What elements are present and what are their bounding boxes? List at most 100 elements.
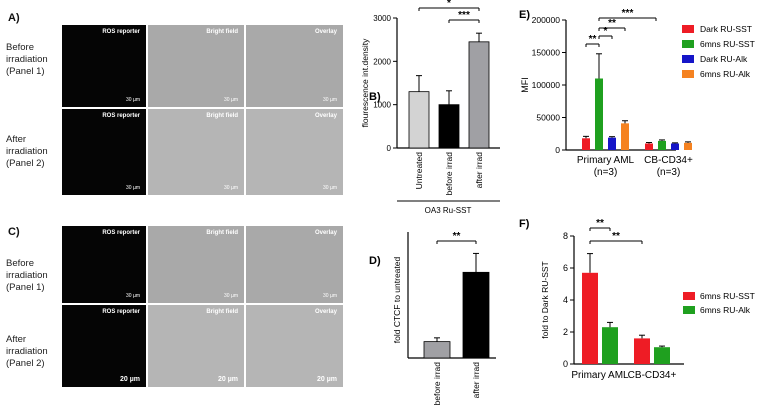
panel-c-overlay-after-image: Overlay 20 µm [246,305,343,387]
scale-bar-label: 20 µm [218,376,238,383]
image-caption: Overlay [314,309,337,315]
scale-bar-label: 30 µm [323,185,337,191]
scale-bar-label: 30 µm [224,97,238,103]
chart-e-y-tick-label: 100000 [532,80,561,90]
panel-a-row1-label: Before irradiation (Panel 1) [6,42,48,77]
chart-f-y-tick-label: 6 [563,263,568,273]
scale-bar-label: 30 µm [323,293,337,299]
chart-e-bar [621,123,629,150]
chart-d-x-tick-label: after irrad [471,362,481,399]
panel-c-brightfield-before-image: Bright field 30 µm [148,226,244,303]
panel-a-overlay-after-image: Overlay 30 µm [246,109,343,195]
chart-d-significance-label: ** [453,231,461,242]
chart-e-y-axis-title: MFI [520,77,530,93]
panel-e-label: E) [519,9,530,21]
chart-f-group-label: Primary AML [571,370,629,381]
chart-e-bar [684,142,692,150]
panel-c-row2-label: After irradiation (Panel 2) [6,334,48,369]
chart-b-y-tick-label: 0 [387,144,392,153]
chart-b-bar [438,104,460,149]
chart-e-significance-label: ** [589,34,597,45]
chart-e-legend-label: Dark RU-SST [700,24,752,34]
scale-bar-label: 30 µm [323,97,337,103]
chart-f-legend-swatch [683,292,695,300]
chart-d-bar [462,271,490,359]
chart-f-bar [654,347,670,364]
chart-b-y-tick-label: 3000 [373,14,391,23]
chart-e-group-label: CB-CD34+ [644,155,693,166]
chart-f-y-tick-label: 8 [563,231,568,241]
scale-bar-label: 30 µm [224,293,238,299]
chart-e-legend-swatch [682,25,694,33]
chart-f-significance-label: ** [596,218,604,229]
chart-b-y-tick-label: 2000 [373,57,391,66]
chart-e-y-tick-label: 50000 [536,113,560,123]
scale-bar-label: 20 µm [317,376,337,383]
chart-e-bar [645,143,653,150]
chart-b-significance-label: *** [458,10,470,21]
chart-f-significance-label: ** [612,231,620,242]
panel-c-label: C) [8,226,20,238]
chart-e-legend-swatch [682,70,694,78]
chart-b-significance-label: * [447,0,451,9]
chart-f-bar [634,338,650,364]
image-caption: Bright field [206,29,238,35]
chart-e-group-label: Primary AML [577,155,635,166]
chart-b-y-axis-title: flourescence int.density [360,38,370,128]
chart-f-legend-label: 6mns RU-SST [700,291,755,301]
chart-e-legend-swatch [682,55,694,63]
chart-b-x-tick-label: after irrad [474,152,484,189]
chart-f-group-label: CB-CD34+ [628,370,677,381]
chart-e-bar [658,140,666,150]
chart-f-y-axis-title: fold to Dark RU-SST [540,261,550,338]
panel-a-ros-after-image: ROS reporter 30 µm [62,109,146,195]
panel-c-ros-after-image: ROS reporter 20 µm [62,305,146,387]
panel-f-label: F) [519,218,530,230]
chart-e-group-sublabel: (n=3) [657,167,681,178]
panel-a-ros-before-image: ROS reporter 30 µm [62,25,146,107]
chart-f-legend-swatch [683,306,695,314]
panel-d-label: D) [369,255,381,267]
chart-b-bar [408,91,430,149]
panel-a-brightfield-after-image: Bright field 30 µm [148,109,244,195]
chart-e-legend-swatch [682,40,694,48]
chart-e-legend-label: Dark RU-Alk [700,54,748,64]
chart-e-y-tick-label: 0 [555,145,560,155]
chart-e-significance-label: ** [608,18,616,29]
image-caption: ROS reporter [102,113,140,119]
scale-bar-label: 30 µm [224,185,238,191]
image-caption: Overlay [314,230,337,236]
chart-b-group-label: OA3 Ru-SST [425,206,472,215]
chart-f-y-tick-label: 0 [563,359,568,369]
scale-bar-label: 30 µm [126,293,140,299]
chart-e-significance-label: *** [622,8,634,19]
image-caption: ROS reporter [102,29,140,35]
panel-a-overlay-before-image: Overlay 30 µm [246,25,343,107]
panel-a-label: A) [8,12,20,24]
panel-c-row1-label: Before irradiation (Panel 1) [6,258,48,293]
panel-c-brightfield-after-image: Bright field 20 µm [148,305,244,387]
scale-bar-label: 30 µm [126,185,140,191]
chart-e-bar [671,143,679,150]
chart-b-x-tick-label: before irrad [444,152,454,196]
scale-bar-label: 20 µm [120,376,140,383]
panel-c-ros-before-image: ROS reporter 30 µm [62,226,146,303]
image-caption: Bright field [206,230,238,236]
panel-c-overlay-before-image: Overlay 30 µm [246,226,343,303]
chart-d-bar [423,341,451,359]
chart-e-y-tick-label: 150000 [532,48,561,58]
chart-e-legend-label: 6mns RU-Alk [700,69,751,79]
panel-a-brightfield-before-image: Bright field 30 µm [148,25,244,107]
chart-f-legend-label: 6mns RU-Alk [700,305,751,315]
image-caption: ROS reporter [102,309,140,315]
chart-b-y-tick-label: 1000 [373,101,391,110]
image-caption: Overlay [314,113,337,119]
chart-e-group-sublabel: (n=3) [594,167,618,178]
chart-b-x-tick-label: Untreated [414,152,424,190]
panel-b-label: B) [369,91,381,103]
chart-e-bar [595,78,603,150]
image-caption: ROS reporter [102,230,140,236]
chart-e-y-tick-label: 200000 [532,15,561,25]
chart-e-bar [582,138,590,150]
scale-bar-label: 30 µm [126,97,140,103]
